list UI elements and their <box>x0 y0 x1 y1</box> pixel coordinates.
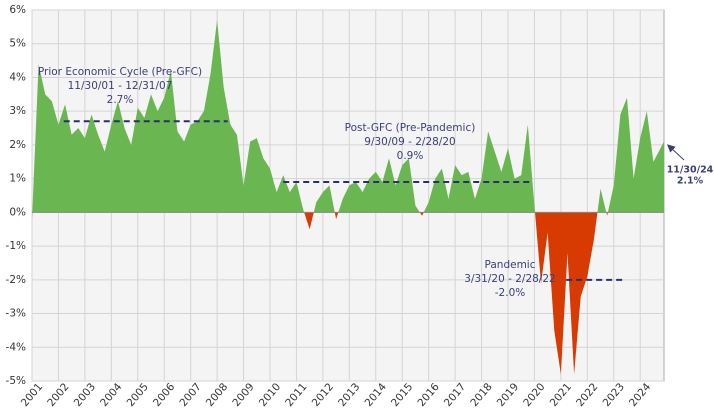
y-tick-label: -3% <box>6 308 26 320</box>
y-tick-label: -1% <box>6 240 26 252</box>
x-tick-label: 2005 <box>125 381 151 409</box>
y-tick-label: -2% <box>6 274 26 286</box>
x-tick-label: 2021 <box>548 381 574 409</box>
x-tick-label: 2014 <box>363 381 390 409</box>
arrow <box>667 144 685 161</box>
annotation-value: 2.7% <box>107 94 134 106</box>
x-tick-label: 2016 <box>415 381 442 409</box>
x-tick-label: 2024 <box>627 381 654 409</box>
y-tick-label: -5% <box>6 375 26 387</box>
x-tick-label: 2002 <box>45 381 71 409</box>
x-tick-label: 2009 <box>230 381 256 409</box>
x-tick-label: 2019 <box>495 381 521 409</box>
annotation-value: 0.9% <box>397 150 424 162</box>
annotation-text: Post-GFC (Pre-Pandemic) <box>345 122 476 134</box>
annotation-text: Pandemic <box>485 259 536 271</box>
annotation-text: 9/30/09 - 2/28/20 <box>364 136 455 148</box>
x-tick-label: 2022 <box>574 381 600 409</box>
annotation-text: Prior Economic Cycle (Pre-GFC) <box>38 66 202 78</box>
x-tick-label: 2007 <box>177 381 203 409</box>
annotation-text: 11/30/01 - 12/31/07 <box>68 80 173 92</box>
y-tick-label: 6% <box>9 4 26 16</box>
annotation-value: -2.0% <box>495 287 525 299</box>
y-tick-label: 2% <box>9 139 26 151</box>
y-tick-label: 5% <box>9 38 26 50</box>
y-tick-label: 1% <box>9 173 26 185</box>
x-tick-label: 2010 <box>257 381 283 409</box>
x-tick-label: 2013 <box>336 381 362 409</box>
x-tick-label: 2017 <box>442 381 468 409</box>
x-tick-label: 2023 <box>601 381 627 409</box>
area-positive <box>32 20 664 213</box>
x-tick-label: 2018 <box>468 381 494 409</box>
y-tick-label: 4% <box>9 71 26 83</box>
x-tick-label: 2020 <box>521 381 547 409</box>
y-tick-label: 0% <box>9 206 26 218</box>
x-tick-label: 2006 <box>151 381 178 409</box>
x-tick-label: 2011 <box>283 381 309 409</box>
last-point-value: 2.1% <box>677 176 704 187</box>
y-tick-label: -4% <box>6 341 26 353</box>
x-tick-label: 2008 <box>204 381 230 409</box>
y-tick-label: 3% <box>9 105 26 117</box>
annotation-text: 3/31/20 - 2/28/22 <box>464 273 555 285</box>
x-tick-label: 2012 <box>310 381 336 409</box>
x-tick-label: 2003 <box>72 381 98 409</box>
last-point-date: 11/30/24 <box>667 165 714 176</box>
x-tick-label: 2004 <box>98 381 125 409</box>
x-tick-label: 2015 <box>389 381 415 409</box>
